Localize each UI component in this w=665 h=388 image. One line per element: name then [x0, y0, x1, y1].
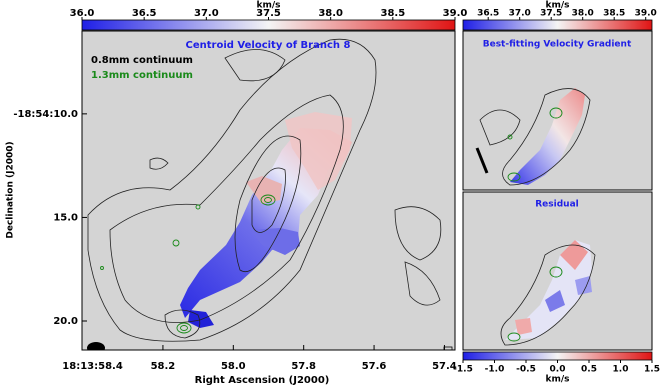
panel-frame — [462, 30, 653, 191]
colorbar-tick-label: 1.0 — [613, 365, 629, 375]
colorbar-tick-label: 37.5 — [540, 9, 562, 19]
map-images — [82, 31, 652, 350]
colorbar-tick-label: 0.0 — [550, 365, 566, 375]
x-tick-label: 57.8 — [291, 361, 316, 372]
y-tick-label: 20.0 — [53, 316, 78, 327]
colorbar-tick-label: -0.5 — [516, 365, 536, 375]
colorbar-tick-label: 0.5 — [581, 365, 597, 375]
y-tick-label: 15.0 — [53, 212, 78, 223]
y-axis-label: Declination (J2000) — [6, 141, 16, 238]
colorbar-tick-label: -1.0 — [485, 365, 505, 375]
colorbar-tick-label: 36.0 — [70, 8, 95, 19]
legend-entry: 1.3mm continuum — [91, 70, 193, 81]
colorbar-label: km/s — [545, 375, 569, 385]
colorbar-tick-label: 38.5 — [603, 9, 625, 19]
panel-frame — [462, 191, 653, 351]
legend-entry: 0.8mm continuum — [91, 55, 193, 66]
panel-title: Residual — [535, 200, 578, 210]
colorbar-tick-label: 37.5 — [256, 8, 281, 19]
colorbar-tick-label: 38.0 — [572, 9, 594, 19]
x-tick-label: 58.0 — [221, 361, 246, 372]
x-tick-label: 57.6 — [362, 361, 387, 372]
colorbar — [462, 351, 653, 361]
colorbar-label: km/s — [545, 1, 569, 11]
colorbar — [81, 19, 456, 31]
y-tick-label: -18:54:10.0 — [13, 109, 78, 120]
x-tick-label: 58.2 — [151, 361, 176, 372]
colorbar-tick-label: -1.5 — [453, 365, 473, 375]
panel-title: Centroid Velocity of Branch 8 — [186, 40, 351, 51]
colorbar — [462, 19, 653, 31]
colorbar-tick-label: 36.5 — [477, 9, 499, 19]
panel-frame — [81, 30, 456, 351]
colorbar-tick-label: 37.0 — [509, 9, 531, 19]
colorbar-tick-label: 1.5 — [644, 365, 660, 375]
colorbar-label: km/s — [256, 1, 280, 11]
colorbar-tick-label: 38.0 — [318, 8, 343, 19]
x-axis-label: Right Ascension (J2000) — [195, 375, 330, 386]
colorbar-tick-label: 37.0 — [194, 8, 219, 19]
panel-title: Best-fitting Velocity Gradient — [483, 40, 632, 50]
x-tick-label: 18:13:58.4 — [62, 361, 123, 372]
x-tick-label: 57.4 — [432, 361, 457, 372]
colorbar-tick-label: 38.5 — [380, 8, 405, 19]
colorbar-tick-label: 39.0 — [635, 9, 657, 19]
colorbar-tick-label: 39.0 — [443, 8, 468, 19]
colorbar-tick-label: 36.5 — [132, 8, 157, 19]
